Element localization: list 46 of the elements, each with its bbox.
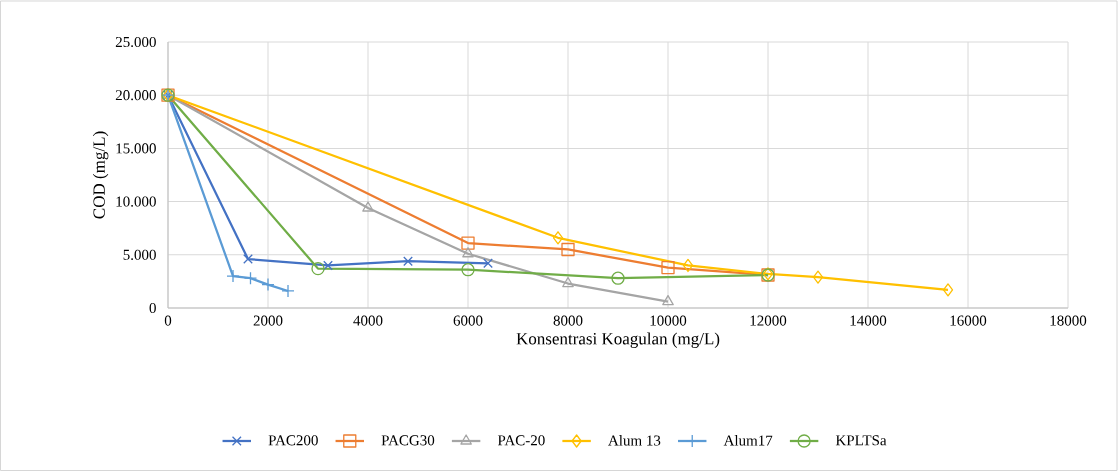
- point: [942, 283, 954, 297]
- point: [261, 277, 275, 292]
- point: [552, 231, 564, 245]
- y-tick-label: 0: [149, 302, 156, 314]
- y-tick-label: 10.000: [116, 196, 156, 207]
- legend-label: KPLTSa: [835, 435, 887, 446]
- point: [661, 260, 675, 275]
- point: [311, 261, 325, 276]
- point: [243, 254, 253, 264]
- point: [461, 263, 475, 277]
- y-tick-label: 20.000: [115, 90, 156, 101]
- legend-label: PAC200: [268, 435, 318, 446]
- x-tick-label: 0: [164, 315, 172, 326]
- point: [561, 242, 575, 257]
- x-tick-label: 6000: [453, 315, 483, 326]
- point: [662, 294, 674, 306]
- y-tick-label: 25.000: [115, 36, 156, 48]
- point: [483, 258, 493, 269]
- legend-label: PACG30: [381, 435, 435, 446]
- legend-label: PAC-20: [497, 435, 545, 446]
- x-tick-label: 2000: [253, 315, 283, 326]
- y-axis-title: COD (mg/L): [92, 131, 109, 219]
- x-tick-label: 8000: [553, 315, 583, 326]
- x-tick-label: 10000: [650, 315, 687, 326]
- y-tick-label: 5.000: [123, 249, 156, 260]
- point: [362, 201, 374, 212]
- x-tick-label: 14000: [850, 315, 887, 326]
- point: [812, 270, 824, 284]
- point: [562, 276, 574, 288]
- point: [281, 284, 295, 298]
- x-axis-title: Konsentrasi Koagulan (mg/L): [516, 332, 720, 348]
- point: [462, 247, 474, 258]
- x-tick-label: 18000: [1050, 315, 1087, 326]
- x-tick-label: 12000: [750, 315, 787, 326]
- point: [403, 256, 413, 267]
- point: [611, 271, 625, 285]
- x-tick-label: 4000: [353, 315, 383, 326]
- point: [243, 271, 258, 285]
- point: [682, 258, 694, 273]
- legend-label: Alum17: [723, 435, 773, 446]
- point: [323, 260, 333, 271]
- legend-label: Alum 13: [608, 435, 661, 446]
- point: [461, 236, 475, 250]
- y-tick-label: 15.000: [116, 143, 156, 154]
- x-tick-label: 16000: [950, 315, 987, 326]
- point: [226, 269, 240, 283]
